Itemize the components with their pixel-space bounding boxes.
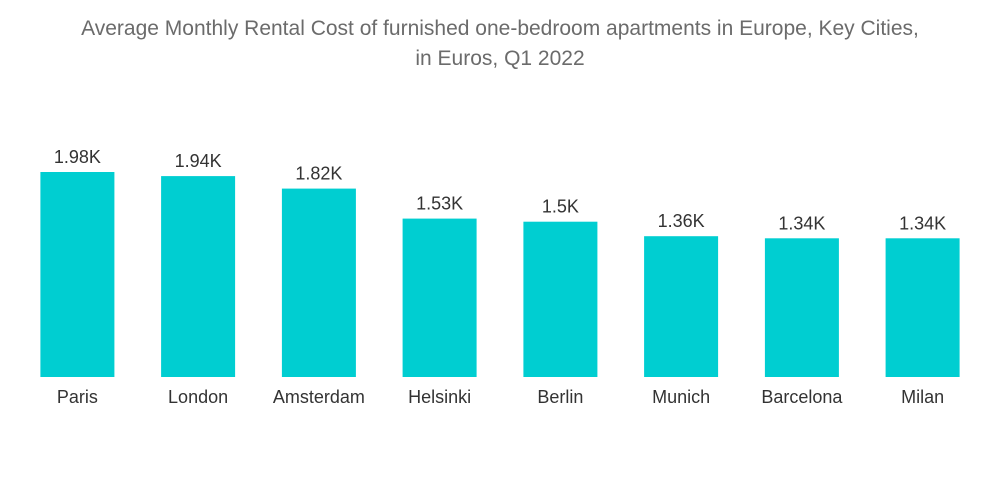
data-label-paris: 1.98K xyxy=(54,147,101,167)
bar-milan xyxy=(885,238,960,377)
data-label-london: 1.94K xyxy=(175,151,222,171)
data-labels-layer: 1.98K 1.94K 1.82K 1.53K 1.5K 1.36K 1.34K 1.34K xyxy=(54,147,946,233)
bar-amsterdam xyxy=(281,188,356,377)
bar-london xyxy=(161,176,236,377)
data-label-munich: 1.36K xyxy=(658,211,705,231)
x-tick-label-berlin: Berlin xyxy=(537,387,583,407)
data-label-berlin: 1.5K xyxy=(542,197,579,217)
x-tick-label-helsinki: Helsinki xyxy=(408,387,471,407)
data-label-helsinki: 1.53K xyxy=(416,194,463,214)
x-tick-label-milan: Milan xyxy=(901,387,944,407)
bar-munich xyxy=(644,236,719,377)
x-tick-label-munich: Munich xyxy=(652,387,710,407)
x-tick-labels: Paris London Amsterdam Helsinki Berlin Munich… xyxy=(57,387,944,407)
x-tick-label-barcelona: Barcelona xyxy=(761,387,843,407)
chart-title-line-1: Average Monthly Rental Cost of furnished… xyxy=(81,17,919,40)
bar-berlin xyxy=(523,221,598,377)
bar-helsinki xyxy=(402,218,477,377)
x-tick-label-paris: Paris xyxy=(57,387,98,407)
chart-title: Average Monthly Rental Cost of furnished… xyxy=(0,14,1000,74)
bar-barcelona xyxy=(764,238,839,377)
bar-paris xyxy=(40,172,115,377)
x-tick-label-amsterdam: Amsterdam xyxy=(273,387,365,407)
data-label-barcelona: 1.34K xyxy=(778,213,825,233)
bars-layer xyxy=(40,172,960,377)
data-label-milan: 1.34K xyxy=(899,213,946,233)
data-label-amsterdam: 1.82K xyxy=(295,164,342,184)
chart-title-line-2: in Euros, Q1 2022 xyxy=(415,47,585,70)
x-tick-label-london: London xyxy=(168,387,228,407)
